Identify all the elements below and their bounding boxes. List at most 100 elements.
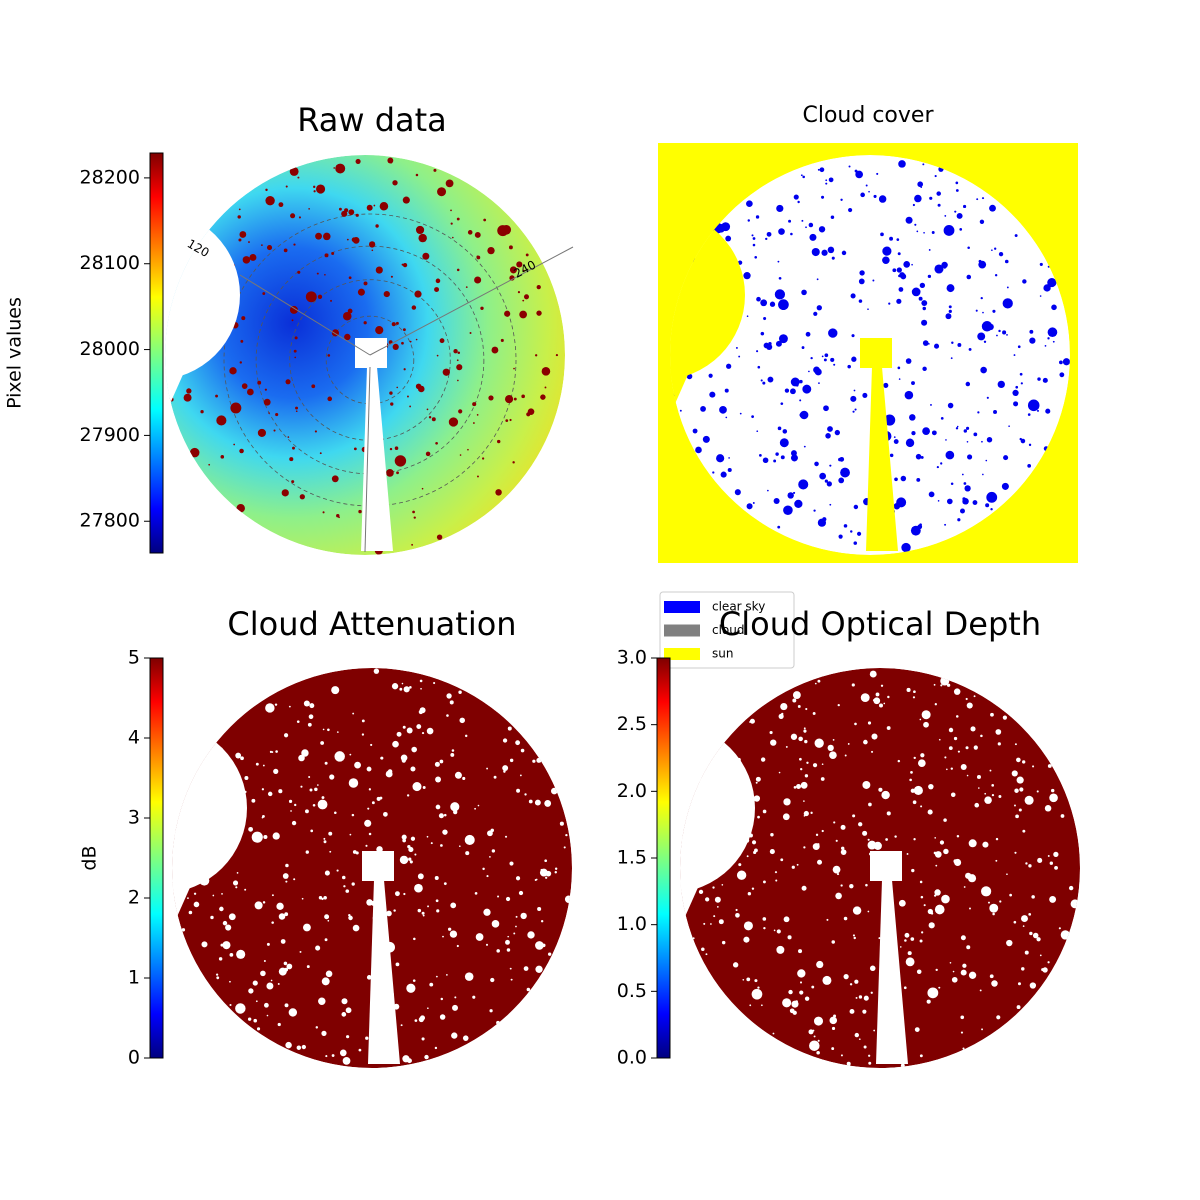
speckle <box>421 487 424 490</box>
panel: Cloud cover clear sky cloud sun <box>658 103 1078 669</box>
speckle <box>299 494 305 500</box>
speckle <box>446 974 448 976</box>
speckle <box>225 924 232 931</box>
speckle <box>914 223 917 226</box>
speckle <box>965 381 971 387</box>
speckle <box>857 531 862 536</box>
panel-title: Cloud Optical Depth <box>719 605 1041 643</box>
speckle <box>309 703 315 709</box>
speckle <box>782 998 792 1008</box>
speckle <box>919 282 926 289</box>
speckle <box>449 700 454 705</box>
speckle <box>756 430 759 433</box>
speckle <box>800 174 803 177</box>
speckle <box>351 882 355 886</box>
speckle <box>912 203 915 207</box>
speckle <box>785 745 788 748</box>
speckle <box>977 332 986 341</box>
speckle <box>859 270 865 276</box>
speckle <box>823 405 829 412</box>
speckle <box>371 801 375 805</box>
speckle <box>724 388 729 393</box>
speckle <box>726 363 732 369</box>
speckle <box>853 541 858 545</box>
speckle <box>936 191 941 196</box>
speckle <box>402 196 410 204</box>
speckle <box>746 855 749 858</box>
speckle <box>476 255 479 258</box>
speckle <box>860 693 870 703</box>
speckle <box>284 967 289 972</box>
speckle <box>793 194 799 200</box>
speckle <box>355 158 361 164</box>
speckle <box>292 446 295 450</box>
speckle <box>804 774 809 778</box>
speckle <box>1060 814 1065 818</box>
speckle <box>775 452 779 456</box>
speckle <box>1022 279 1027 284</box>
speckle <box>327 728 330 732</box>
speckle <box>795 1000 798 1003</box>
panel-title: Cloud cover <box>803 103 935 128</box>
speckle <box>313 190 316 193</box>
speckle <box>402 838 407 843</box>
speckle <box>241 383 248 389</box>
speckle <box>916 478 921 482</box>
speckle <box>280 939 286 944</box>
speckle <box>1054 865 1058 870</box>
speckle <box>216 973 219 976</box>
speckle <box>278 202 284 208</box>
speckle <box>396 731 402 737</box>
speckle <box>981 886 992 897</box>
speckle <box>918 759 926 768</box>
speckle <box>489 856 491 858</box>
speckle <box>945 313 952 320</box>
speckle <box>803 727 806 730</box>
speckle <box>491 346 499 354</box>
speckle <box>831 940 835 944</box>
speckle <box>759 454 762 457</box>
mask-notch <box>680 723 755 893</box>
speckle <box>803 846 806 849</box>
speckle <box>869 965 876 972</box>
speckle <box>853 504 859 510</box>
speckle <box>898 378 901 380</box>
speckle <box>422 914 425 917</box>
speckle <box>777 426 782 431</box>
speckle <box>298 216 302 219</box>
speckle <box>216 415 227 426</box>
speckle <box>507 935 510 938</box>
speckle <box>467 448 469 451</box>
speckle <box>998 251 1004 257</box>
speckle <box>916 230 919 233</box>
speckle <box>336 514 340 518</box>
speckle <box>1014 788 1019 793</box>
speckle <box>948 746 953 751</box>
speckle <box>297 176 300 179</box>
speckle <box>762 809 767 814</box>
speckle <box>977 411 980 414</box>
speckle <box>941 894 950 904</box>
speckle <box>256 1027 261 1031</box>
speckle <box>408 857 412 861</box>
legend-label: sun <box>712 647 733 661</box>
speckle <box>904 932 910 938</box>
speckle <box>485 943 489 946</box>
speckle <box>220 455 225 459</box>
speckle <box>746 503 753 510</box>
speckle <box>992 309 996 313</box>
speckle <box>1019 437 1022 441</box>
speckle <box>220 943 224 947</box>
speckle <box>486 910 491 915</box>
speckle <box>931 430 937 436</box>
speckle <box>303 700 310 707</box>
speckle <box>1022 925 1025 927</box>
speckle <box>827 744 834 752</box>
speckle <box>795 383 799 387</box>
speckle <box>808 370 810 373</box>
speckle <box>521 394 525 399</box>
mask-notch <box>670 210 745 380</box>
speckle <box>448 927 452 931</box>
speckle <box>440 997 444 1001</box>
speckle <box>1035 403 1038 406</box>
